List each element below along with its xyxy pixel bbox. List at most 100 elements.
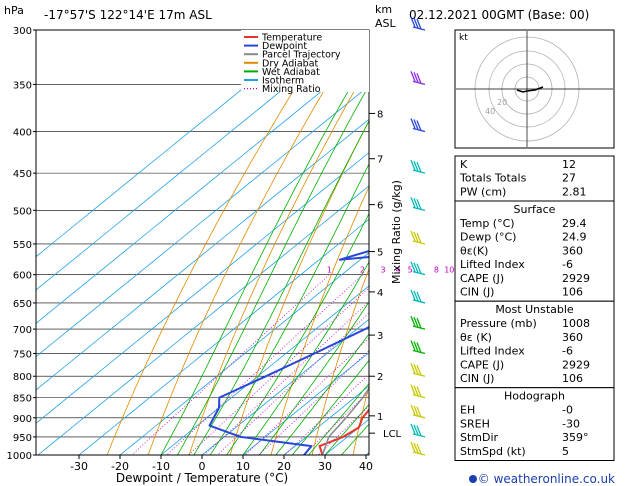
wind-barb-shaft bbox=[412, 325, 426, 330]
wind-barb-shaft bbox=[412, 372, 426, 377]
wind-barb-flag bbox=[416, 199, 422, 210]
wind-barb-flag bbox=[413, 442, 419, 454]
pressure-tick-label: 450 bbox=[13, 169, 32, 180]
wind-barb-shaft bbox=[412, 299, 426, 304]
km-tick-label: 2 bbox=[377, 372, 383, 383]
wind-barb-flag bbox=[413, 160, 419, 172]
wind-barb-shaft bbox=[412, 80, 426, 86]
wind-barb-flag bbox=[410, 423, 416, 435]
indices-section-title: Most Unstable bbox=[495, 303, 574, 316]
legend-background bbox=[241, 30, 369, 92]
mixing-ratio-line bbox=[303, 391, 369, 455]
wind-barb-flag bbox=[410, 230, 416, 242]
wind-barb-flag bbox=[410, 362, 416, 374]
wet-adiabat-line bbox=[324, 403, 369, 455]
indices-row-value: 12 bbox=[562, 158, 576, 171]
series-temperature bbox=[318, 408, 369, 455]
indices-row-value: 2929 bbox=[562, 358, 590, 371]
wind-barb bbox=[410, 16, 426, 31]
wet-adiabat-line bbox=[275, 333, 369, 455]
wind-barb-flag bbox=[416, 232, 422, 244]
wind-barb-flag bbox=[410, 159, 416, 171]
wind-barb-flag bbox=[416, 406, 422, 418]
hpa-label: hPa bbox=[4, 4, 24, 17]
indices-hodograph-box bbox=[454, 387, 615, 462]
legend-item-label: Mixing Ratio bbox=[262, 84, 321, 95]
isotherm-line bbox=[283, 385, 369, 455]
km-tick-label: 1 bbox=[377, 412, 383, 423]
isotherm-line bbox=[36, 30, 316, 258]
pressure-tick-label: 850 bbox=[13, 394, 32, 405]
plot-lines bbox=[36, 30, 369, 455]
hodograph-ring-label: 40 bbox=[485, 107, 495, 116]
km-tick-label: LCL bbox=[383, 429, 402, 440]
mixing-ratio-line bbox=[204, 301, 369, 455]
pressure-tick-label: 350 bbox=[13, 80, 32, 91]
series-parcel-trajectory bbox=[321, 386, 369, 455]
km-tick-label: 8 bbox=[377, 109, 383, 120]
indices-row-value: 5 bbox=[562, 445, 569, 458]
x-axis-title: Dewpoint / Temperature (°C) bbox=[116, 471, 288, 485]
wind-barb-flag bbox=[410, 315, 416, 327]
wind-barb-flag bbox=[413, 405, 419, 417]
legend-item-label: Dewpoint bbox=[262, 41, 307, 52]
wet-adiabat-line bbox=[308, 382, 369, 455]
wind-barb-flag bbox=[413, 119, 419, 130]
legend-item-label: Isotherm bbox=[262, 76, 304, 87]
wet-adiabat-line bbox=[193, 120, 369, 455]
isotherm-line bbox=[160, 285, 369, 455]
pressure-tick-label: 500 bbox=[13, 206, 32, 217]
wind-barb-flag bbox=[413, 231, 419, 243]
km-tick-label: 6 bbox=[377, 201, 383, 212]
mixing-ratio-label: 3 bbox=[380, 266, 385, 275]
indices-row-label: StmDir bbox=[460, 431, 499, 444]
hodograph-ring-label: 20 bbox=[497, 98, 507, 107]
wind-barb-flag bbox=[416, 291, 422, 303]
km-tick-label: 4 bbox=[377, 288, 383, 299]
pressure-tick-label: 300 bbox=[13, 26, 32, 37]
temp-tick-label: -10 bbox=[152, 460, 170, 473]
wind-barb-flag bbox=[410, 404, 416, 416]
isotherm-line bbox=[36, 85, 369, 358]
wind-barbs bbox=[410, 16, 426, 456]
temp-tick-label: 20 bbox=[277, 460, 291, 473]
dry-adiabat-line bbox=[188, 64, 369, 455]
indices-row-label: CIN (J) bbox=[460, 372, 494, 385]
temp-tick-label: 30 bbox=[318, 460, 332, 473]
indices-row-label: Lifted Index bbox=[460, 345, 525, 358]
wind-barb-flag bbox=[416, 120, 422, 131]
wind-barb bbox=[410, 261, 426, 276]
indices-row-value: 106 bbox=[562, 286, 583, 299]
wind-barb-shaft bbox=[412, 414, 426, 419]
wind-barb bbox=[410, 441, 426, 456]
copyright-text: © weatheronline.co.uk bbox=[478, 472, 615, 486]
wind-barb-flag bbox=[413, 363, 419, 375]
indices-row-label: Dewp (°C) bbox=[460, 231, 516, 244]
wind-barb-shaft bbox=[412, 394, 426, 399]
legend-item-label: Parcel Trajectory bbox=[262, 50, 341, 61]
pressure-tick-label: 900 bbox=[13, 414, 32, 425]
wind-barb bbox=[410, 315, 426, 330]
asl-label: ASL bbox=[375, 17, 397, 30]
wet-adiabat-line bbox=[209, 163, 369, 455]
wind-barb-flag bbox=[413, 385, 419, 396]
wind-barb-flag bbox=[410, 197, 416, 208]
pressure-tick-label: 400 bbox=[13, 128, 32, 139]
indices-row-label: Temp (°C) bbox=[459, 217, 515, 230]
wind-barb bbox=[410, 404, 426, 419]
mixing-ratio-label: 8 bbox=[434, 266, 439, 275]
pressure-tick-label: 750 bbox=[13, 349, 32, 360]
mixing-ratio-line bbox=[188, 287, 369, 455]
pressure-tick-label: 600 bbox=[13, 271, 32, 282]
wind-barb-flag bbox=[416, 342, 422, 353]
wind-barb bbox=[410, 71, 426, 86]
wind-barb-shaft bbox=[412, 433, 426, 438]
mixing-ratio-axis-title: Mixing Ratio (g/kg) bbox=[390, 180, 403, 284]
wind-barb-flag bbox=[410, 261, 416, 272]
wind-barb-flag bbox=[416, 263, 422, 274]
mixing-ratio-line bbox=[284, 373, 369, 455]
indices-row-value: -6 bbox=[562, 345, 573, 358]
wind-barb-shaft bbox=[412, 127, 426, 133]
